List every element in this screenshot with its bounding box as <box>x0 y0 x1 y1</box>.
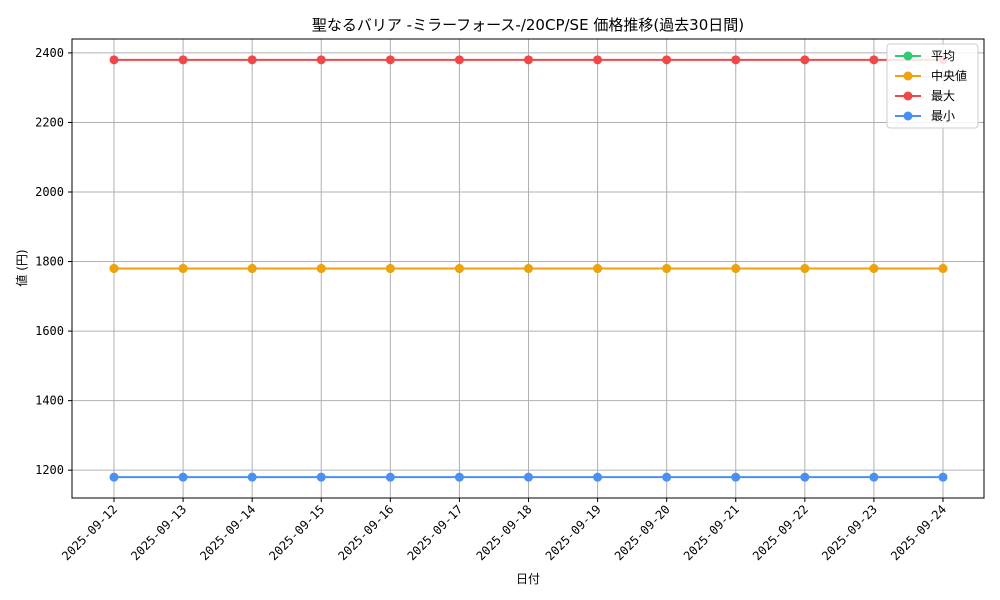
legend-swatch-marker <box>903 91 913 101</box>
data-point <box>247 264 257 273</box>
data-point <box>524 55 533 65</box>
data-point <box>662 55 672 65</box>
legend-label: 中央値 <box>931 68 967 83</box>
y-tick-label: 2000 <box>35 185 64 199</box>
data-point <box>109 472 119 482</box>
data-point <box>869 264 879 273</box>
x-tick-label: 2025-09-14 <box>197 502 258 563</box>
data-point <box>869 472 879 482</box>
x-tick-label: 2025-09-21 <box>681 502 742 563</box>
data-point <box>178 55 188 65</box>
data-point <box>593 264 603 273</box>
y-tick-label: 1400 <box>35 394 64 408</box>
data-point <box>316 264 326 273</box>
data-point <box>593 55 603 65</box>
data-point <box>800 264 810 273</box>
data-point <box>662 264 672 273</box>
legend-swatch-marker <box>903 71 913 81</box>
data-point <box>662 472 672 482</box>
data-point <box>316 55 326 65</box>
data-point <box>109 55 119 65</box>
y-axis: 1200 1400 1600 1800 2000 2200 2400 <box>35 46 72 477</box>
data-point <box>593 472 603 482</box>
x-tick-label: 2025-09-20 <box>612 502 673 563</box>
data-point <box>385 472 395 482</box>
x-tick-label: 2025-09-18 <box>474 502 535 563</box>
y-tick-label: 2200 <box>35 115 64 129</box>
y-tick-label: 1800 <box>35 255 64 269</box>
y-tick-label: 1200 <box>35 463 64 477</box>
x-axis-label: 日付 <box>516 572 540 586</box>
data-point <box>731 264 741 273</box>
legend-swatch-marker <box>903 51 913 61</box>
data-point <box>938 264 948 273</box>
x-tick-label: 2025-09-15 <box>266 502 327 563</box>
legend-swatch-marker <box>903 111 913 121</box>
data-point <box>731 55 741 65</box>
x-tick-label: 2025-09-23 <box>819 502 880 563</box>
data-point <box>524 264 533 273</box>
data-point <box>938 472 948 482</box>
data-point <box>731 472 741 482</box>
legend-label: 最小 <box>931 109 955 123</box>
data-point <box>178 264 188 273</box>
data-point <box>454 472 464 482</box>
data-point <box>178 472 188 482</box>
data-point <box>385 55 395 65</box>
legend-label: 平均 <box>931 49 955 63</box>
data-point <box>454 264 464 273</box>
x-axis: 2025-09-12 2025-09-13 2025-09-14 2025-09-15… <box>59 498 949 563</box>
data-point <box>385 264 395 273</box>
data-point <box>454 55 464 65</box>
data-point <box>316 472 326 482</box>
legend-label: 最大 <box>931 89 955 103</box>
x-tick-label: 2025-09-22 <box>750 502 811 563</box>
data-point <box>524 472 533 482</box>
chart-title: 聖なるバリア -ミラーフォース-/20CP/SE 価格推移(過去30日間) <box>312 16 744 34</box>
y-tick-label: 2400 <box>35 46 64 60</box>
data-point <box>247 55 257 65</box>
x-tick-label: 2025-09-19 <box>543 502 604 563</box>
x-tick-label: 2025-09-13 <box>128 502 189 563</box>
series-group <box>109 55 948 482</box>
x-tick-label: 2025-09-16 <box>335 502 396 563</box>
data-point <box>800 472 810 482</box>
x-tick-label: 2025-09-12 <box>59 502 120 563</box>
x-tick-label: 2025-09-24 <box>888 502 949 563</box>
legend-box <box>886 43 979 129</box>
x-tick-label: 2025-09-17 <box>405 502 466 563</box>
y-axis-label: 値 (円) <box>14 249 29 286</box>
y-tick-label: 1600 <box>35 324 64 338</box>
data-point <box>109 264 119 273</box>
data-point <box>247 472 257 482</box>
data-point <box>800 55 810 65</box>
data-point <box>869 55 879 65</box>
